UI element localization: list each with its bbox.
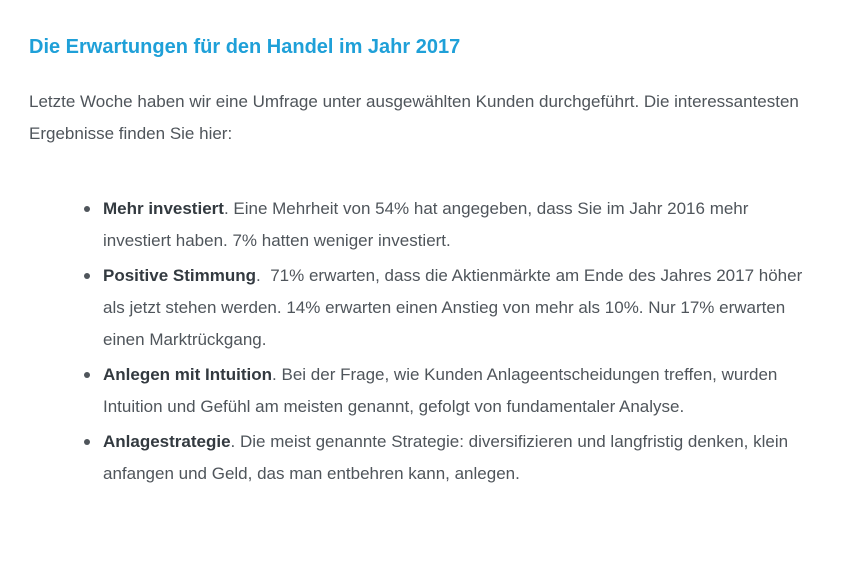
list-item-text: . Bei der Frage, wie Kunden Anlageentsch… bbox=[103, 365, 778, 416]
list-item-text: . Eine Mehrheit von 54% hat angegeben, d… bbox=[103, 199, 749, 250]
bullet-icon bbox=[84, 372, 90, 378]
article-intro: Letzte Woche haben wir eine Umfrage unte… bbox=[29, 92, 799, 143]
list-item: Mehr investiert. Eine Mehrheit von 54% h… bbox=[84, 193, 803, 257]
bullet-icon bbox=[84, 439, 90, 445]
list-item-heading: Mehr investiert bbox=[103, 199, 224, 218]
article-title: Die Erwartungen für den Handel im Jahr 2… bbox=[29, 36, 461, 58]
list-item-heading: Anlegen mit Intuition bbox=[103, 365, 273, 384]
list-item: Anlagestrategie. Die meist genannte Stra… bbox=[84, 426, 803, 490]
list-item: Anlegen mit Intuition. Bei der Frage, wi… bbox=[84, 359, 803, 423]
article: Die Erwartungen für den Handel im Jahr 2… bbox=[29, 36, 845, 490]
results-list: Mehr investiert. Eine Mehrheit von 54% h… bbox=[29, 193, 845, 490]
bullet-icon bbox=[84, 273, 90, 279]
list-item-heading: Positive Stimmung bbox=[103, 266, 257, 285]
list-item-text: . Die meist genannte Strategie: diversif… bbox=[103, 432, 789, 483]
list-item-text: . 71% erwarten, dass die Aktienmärkte am… bbox=[103, 266, 807, 349]
list-item: Positive Stimmung. 71% erwarten, dass di… bbox=[84, 260, 803, 356]
bullet-icon bbox=[84, 206, 90, 212]
list-item-heading: Anlagestrategie bbox=[103, 432, 231, 451]
